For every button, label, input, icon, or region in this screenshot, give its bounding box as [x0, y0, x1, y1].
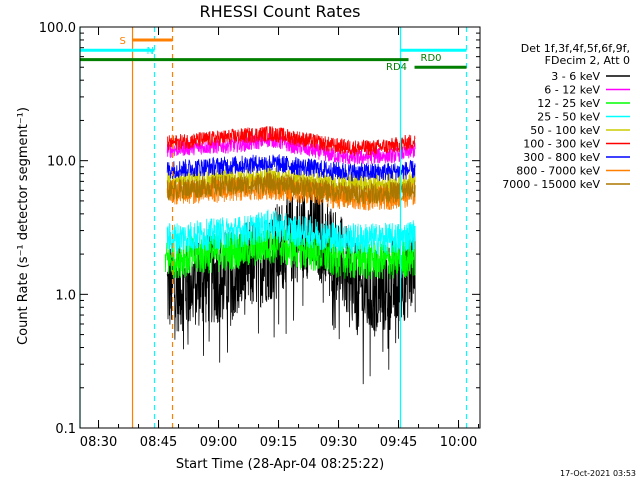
legend-label-1: 6 - 12 keV: [544, 84, 600, 97]
x-axis-label: Start Time (28-Apr-04 08:25:22): [176, 457, 384, 472]
x-tick-label-0: 08:30: [80, 435, 117, 450]
legend-label-4: 50 - 100 keV: [530, 124, 600, 137]
chart-title: RHESSI Count Rates: [200, 2, 361, 21]
series-line-1: [166, 131, 416, 166]
y-tick-label-2: 10.0: [47, 155, 76, 170]
flag-label-0: S: [120, 36, 126, 47]
y-axis-label: Count Rate (s⁻¹ detector segment⁻¹): [16, 107, 31, 345]
series-line-6: [166, 154, 416, 182]
series-line-8: [166, 172, 416, 205]
plot-frame: [79, 26, 481, 429]
legend-label-6: 300 - 800 keV: [523, 151, 600, 164]
flag-label-5: RD4: [386, 62, 407, 73]
legend-label-8: 7000 - 15000 keV: [502, 178, 600, 191]
series-line-0: [166, 187, 416, 385]
x-tick-label-3: 09:15: [260, 435, 297, 450]
x-tick-label-5: 09:45: [380, 435, 417, 450]
legend-label-7: 800 - 7000 keV: [516, 165, 600, 178]
y-tick-label-0: 0.1: [55, 422, 76, 437]
x-tick-label-2: 09:00: [200, 435, 237, 450]
y-tick-label-3: 100.0: [39, 21, 76, 36]
y-tick-label-1: 1.0: [55, 288, 76, 303]
x-tick-label-4: 09:30: [320, 435, 357, 450]
series-line-5: [166, 126, 416, 157]
legend-label-0: 3 - 6 keV: [551, 70, 600, 83]
x-tick-label-1: 08:45: [140, 435, 177, 450]
legend-label-5: 100 - 300 keV: [523, 138, 600, 151]
flag-bars: S N RD0 RD4: [79, 27, 468, 428]
legend: Det 1f,3f,4f,5f,6f,9f, FDecim 2, Att 0 3…: [502, 42, 630, 191]
series-line-3: [166, 209, 416, 255]
axes: 08:30 08:45 09:00 09:15 09:30 09:45 10:00 0.1 1.…: [39, 21, 481, 450]
legend-header-line-2: FDecim 2, Att 0: [545, 54, 630, 67]
x-tick-label-6: 10:00: [440, 435, 477, 450]
legend-header-line-1: Det 1f,3f,4f,5f,6f,9f,: [521, 42, 630, 55]
legend-label-3: 25 - 50 keV: [537, 111, 600, 124]
plot-lines: [164, 126, 416, 385]
flag-label-1: N: [147, 46, 154, 57]
timestamp-footer: 17-Oct-2021 03:53: [560, 469, 636, 478]
legend-label-2: 12 - 25 keV: [537, 97, 600, 110]
flag-label-4: RD0: [421, 53, 442, 64]
